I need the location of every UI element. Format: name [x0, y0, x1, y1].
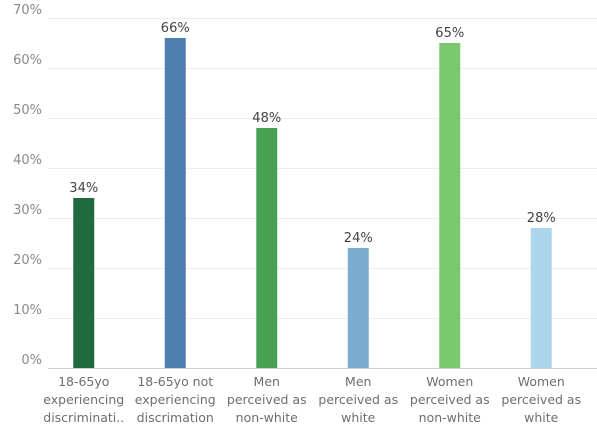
- y-tick-label: 50%: [13, 103, 42, 118]
- category-label: 18-65yo not: [137, 374, 213, 389]
- bar: [164, 38, 186, 368]
- bars: [73, 38, 552, 368]
- data-label: 34%: [69, 181, 98, 196]
- data-label: 66%: [161, 21, 190, 36]
- y-tick-label: 60%: [13, 53, 42, 68]
- bar: [530, 228, 552, 368]
- category-label: white: [524, 410, 559, 425]
- y-tick-label: 30%: [13, 203, 42, 218]
- category-label: perceived as: [410, 392, 490, 407]
- category-label: Women: [426, 374, 473, 389]
- x-axis: 18-65yo experiencing discriminati.. 18-65yo…: [43, 374, 581, 425]
- data-label: 24%: [344, 231, 373, 246]
- bar: [256, 128, 278, 368]
- bar: [347, 248, 369, 368]
- data-labels: 34% 66% 48% 24% 65% 28%: [69, 21, 555, 246]
- category-label: perceived as: [318, 392, 398, 407]
- bar: [73, 198, 95, 368]
- y-tick-label: 10%: [13, 303, 42, 318]
- category-label: non-white: [419, 410, 482, 425]
- data-label: 28%: [527, 211, 556, 226]
- data-label: 65%: [435, 26, 464, 41]
- category-label: discriminati..: [43, 410, 124, 425]
- bar: [439, 43, 461, 368]
- category-label: perceived as: [501, 392, 581, 407]
- category-label: experiencing: [43, 392, 124, 407]
- category-label: Men: [254, 374, 280, 389]
- category-label: perceived as: [227, 392, 307, 407]
- y-tick-label: 40%: [13, 153, 42, 168]
- category-label: experiencing: [135, 392, 216, 407]
- y-tick-label: 70%: [13, 3, 42, 18]
- data-label: 48%: [252, 111, 281, 126]
- y-tick-label: 20%: [13, 253, 42, 268]
- gridlines: [48, 18, 597, 369]
- y-axis: 0% 10% 20% 30% 40% 50% 60% 70%: [13, 3, 42, 368]
- category-label: white: [341, 410, 376, 425]
- category-label: Women: [518, 374, 565, 389]
- y-tick-label: 0%: [21, 353, 42, 368]
- category-label: Men: [345, 374, 371, 389]
- category-label: discrimation: [137, 410, 214, 425]
- category-label: non-white: [236, 410, 299, 425]
- category-label: 18-65yo: [58, 374, 109, 389]
